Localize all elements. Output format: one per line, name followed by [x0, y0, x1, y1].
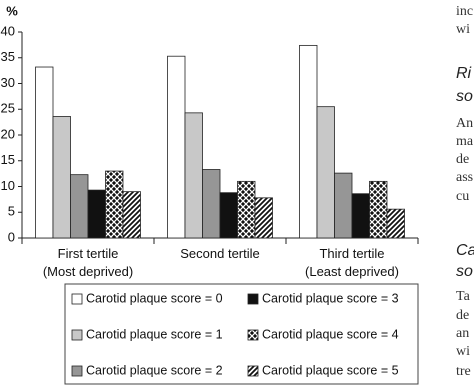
y-tick-label: 15	[1, 152, 15, 167]
y-axis-label: %	[6, 3, 18, 18]
x-tick-label: Second tertile	[180, 246, 260, 261]
y-tick-label: 20	[1, 126, 15, 141]
bar	[35, 66, 54, 239]
side-text: ass	[456, 170, 473, 185]
legend-swatch	[247, 293, 259, 305]
legend-label: Carotid plaque score = 1	[86, 327, 223, 341]
side-text: so	[456, 263, 473, 280]
side-text: An	[456, 116, 473, 131]
bar	[334, 172, 353, 239]
bar	[316, 106, 335, 239]
y-tick-label: 30	[1, 75, 15, 90]
legend-swatch	[71, 329, 83, 341]
side-text: de	[456, 152, 469, 167]
bar	[52, 116, 71, 239]
y-tick-label: 5	[8, 204, 15, 219]
side-text: ma	[456, 134, 474, 149]
legend-swatch	[71, 365, 83, 377]
y-tick-label: 40	[1, 23, 15, 38]
side-text: an	[456, 326, 469, 341]
side-text: cu	[456, 189, 469, 204]
legend-label: Carotid plaque score = 0	[86, 291, 223, 305]
bar	[386, 208, 405, 239]
side-text: inc	[456, 4, 473, 19]
legend	[64, 283, 419, 385]
bar	[184, 112, 203, 239]
side-text: tre	[456, 364, 471, 379]
y-tick-label: 25	[1, 101, 15, 116]
side-text: de	[456, 308, 469, 323]
legend-label: Carotid plaque score = 2	[86, 363, 223, 377]
bar	[202, 169, 221, 239]
bar	[167, 55, 186, 239]
bar	[87, 189, 106, 239]
bar	[105, 170, 124, 239]
bar	[299, 44, 318, 239]
y-tick-label: 35	[1, 49, 15, 64]
legend-swatch	[71, 293, 83, 305]
legend-label: Carotid plaque score = 3	[262, 291, 399, 305]
side-text: Ta	[456, 289, 471, 304]
side-text: Ri	[456, 65, 472, 82]
bar	[351, 193, 370, 239]
x-tick-label: First tertile (Most deprived)	[43, 246, 133, 279]
side-text: wi	[456, 344, 470, 359]
x-tick-label: Third tertile (Least deprived)	[305, 246, 399, 279]
bar	[219, 192, 238, 239]
side-text: Ca	[456, 242, 474, 259]
legend-label: Carotid plaque score = 4	[262, 327, 399, 341]
legend-swatch	[247, 329, 259, 341]
legend-swatch	[247, 365, 259, 377]
bar	[369, 180, 388, 239]
side-text: wi	[456, 22, 470, 37]
bar	[122, 191, 141, 239]
y-tick-label: 10	[1, 178, 15, 193]
bar	[237, 180, 256, 239]
legend-label: Carotid plaque score = 5	[262, 363, 399, 377]
y-tick-label: 0	[8, 229, 15, 244]
side-text: so	[456, 88, 473, 105]
bar	[254, 197, 273, 239]
bar	[70, 174, 89, 239]
